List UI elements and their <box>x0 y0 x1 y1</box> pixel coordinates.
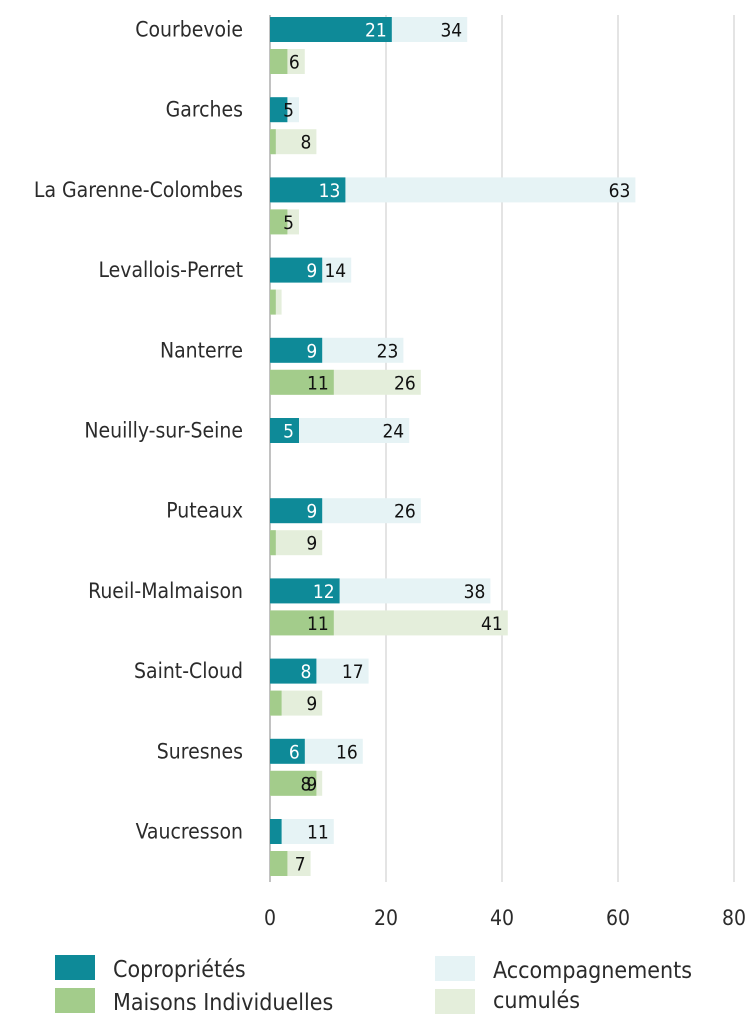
bar-copro <box>270 578 340 604</box>
data-label-copro-cumul: 11 <box>307 822 329 844</box>
x-axis-ticks: 0 20 40 60 80 <box>264 906 746 930</box>
bar-copro <box>270 337 323 363</box>
legend-label-cumul-line2: cumulés <box>493 988 581 1014</box>
data-label-copro-cumul: 5 <box>283 100 294 122</box>
x-tick-label: 80 <box>722 906 746 930</box>
data-label-maisons-cumul: 41 <box>481 613 503 635</box>
data-label-maisons-cumul: 26 <box>394 372 416 394</box>
data-label-copro-cumul: 16 <box>336 741 358 763</box>
data-label-copro: 12 <box>313 581 335 603</box>
data-label-copro: 8 <box>301 661 312 683</box>
legend-label-maisons: Maisons Individuelles <box>113 990 334 1016</box>
data-label-copro: 9 <box>306 260 317 282</box>
data-label-maisons-cumul: 8 <box>301 132 312 154</box>
data-label-copro: 5 <box>283 421 294 443</box>
bar-copro <box>270 819 282 844</box>
bar-maisons <box>270 369 334 395</box>
bar-copro <box>270 738 305 764</box>
data-label-maisons-cumul: 9 <box>306 773 317 795</box>
bar-maisons <box>270 289 276 315</box>
bar-copro <box>270 97 288 123</box>
legend-item-cumul: Accompagnements cumulés <box>435 956 692 1016</box>
data-label-maisons-cumul: 9 <box>306 533 317 555</box>
bar-maisons <box>270 129 276 155</box>
legend-label-coproprietes: Copropriétés <box>113 957 246 983</box>
bar-maisons <box>270 690 282 716</box>
bar-maisons-cumul <box>270 530 323 556</box>
bar-copro <box>270 498 323 524</box>
legend-label-cumul-line1: Accompagnements <box>493 958 693 984</box>
data-label-copro-cumul: 63 <box>609 180 631 202</box>
category-label: Rueil-Malmaison <box>88 579 243 603</box>
data-label-copro: 6 <box>289 741 300 763</box>
bar-maisons <box>270 49 288 74</box>
data-label-maisons-cumul: 5 <box>283 212 294 234</box>
category-label: Nanterre <box>160 338 243 362</box>
data-label-maisons-cumul: 6 <box>289 52 300 74</box>
category-label: Levallois-Perret <box>99 258 244 282</box>
category-label: Saint-Cloud <box>134 659 243 683</box>
category-label: Courbevoie <box>135 18 243 42</box>
data-label-maisons: 8 <box>301 773 312 795</box>
bar-copro <box>270 177 346 203</box>
x-tick-label: 20 <box>374 906 398 930</box>
legend-swatch-cumul-copro <box>435 956 475 981</box>
data-label-copro-cumul: 26 <box>394 501 416 523</box>
data-label-copro: 9 <box>306 501 317 523</box>
category-label: Neuilly-sur-Seine <box>84 419 243 443</box>
data-label-copro-cumul: 24 <box>382 421 404 443</box>
category-label: Puteaux <box>166 499 243 523</box>
category-label: Vaucresson <box>136 820 243 844</box>
category-label: Garches <box>166 98 243 122</box>
data-label-maisons-cumul: 7 <box>295 854 306 876</box>
x-tick-label: 60 <box>606 906 630 930</box>
bar-copro <box>270 658 317 684</box>
data-label-copro: 13 <box>319 180 341 202</box>
data-label-copro-cumul: 17 <box>342 661 364 683</box>
gridlines <box>269 15 735 882</box>
bar-copro <box>270 257 323 283</box>
x-tick-label: 0 <box>264 906 276 930</box>
category-label: La Garenne-Colombes <box>34 178 243 202</box>
data-label-copro: 9 <box>306 340 317 362</box>
data-label-copro-cumul: 38 <box>464 581 486 603</box>
data-label-copro-cumul: 34 <box>440 20 462 42</box>
category-labels: Courbevoie Garches La Garenne-Colombes Leva… <box>34 18 243 844</box>
data-label-maisons-cumul: 9 <box>306 693 317 715</box>
legend-swatch-coproprietes <box>55 955 95 980</box>
bar-maisons-cumul <box>270 129 317 155</box>
category-label: Suresnes <box>157 739 243 763</box>
legend-item-maisons: Maisons Individuelles <box>55 988 333 1018</box>
x-tick-label: 40 <box>490 906 514 930</box>
bar-maisons <box>270 851 288 876</box>
data-label-copro-cumul: 14 <box>324 260 346 282</box>
bar-maisons <box>270 209 288 235</box>
data-label-copro: 21 <box>365 20 387 42</box>
bar-maisons <box>270 530 276 556</box>
bar-copro <box>270 17 392 42</box>
legend-swatch-cumul-maisons <box>435 989 475 1014</box>
data-label-maisons: 11 <box>307 372 329 394</box>
legend-item-coproprietes: Copropriétés <box>55 955 246 985</box>
data-label-copro-cumul: 23 <box>377 340 399 362</box>
data-label-maisons: 11 <box>307 613 329 635</box>
legend-swatch-maisons <box>55 988 95 1013</box>
bar-maisons <box>270 610 334 636</box>
bar-copro <box>270 418 299 443</box>
bar-maisons <box>270 770 317 796</box>
